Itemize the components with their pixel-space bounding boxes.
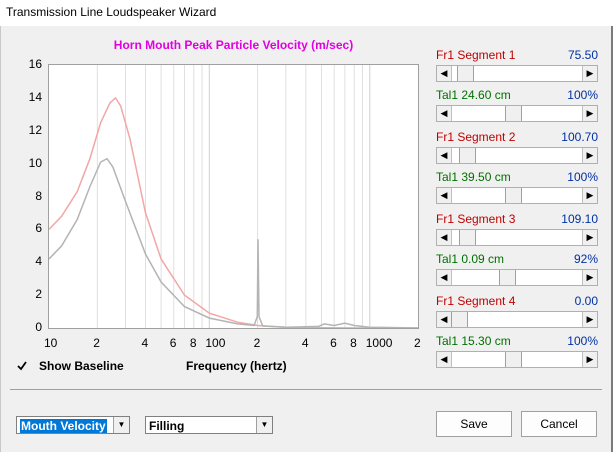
scroll-left-icon[interactable]: ◀: [437, 352, 452, 367]
segment-4-frequency-slider[interactable]: ◀ ▶: [436, 311, 598, 328]
chart-title: Horn Mouth Peak Particle Velocity (m/sec…: [113, 38, 354, 52]
segment-2-length-value: 100%: [567, 170, 598, 184]
scroll-right-icon[interactable]: ▶: [582, 148, 597, 163]
scroll-right-icon[interactable]: ▶: [582, 352, 597, 367]
x-tick-label: 1000: [365, 336, 393, 350]
scroll-right-icon[interactable]: ▶: [582, 270, 597, 285]
slider-thumb[interactable]: [459, 230, 477, 245]
slider-thumb[interactable]: [459, 148, 477, 163]
y-tick-label: 8: [35, 188, 42, 203]
segment-4-frequency-label: Fr1 Segment 4: [436, 294, 516, 308]
y-tick-label: 6: [35, 221, 42, 236]
segment-2-frequency-slider[interactable]: ◀ ▶: [436, 147, 598, 164]
segment-3-length-label: Tal1 0.09 cm: [436, 252, 505, 266]
chevron-down-icon[interactable]: ▼: [113, 417, 129, 433]
segment-4-frequency-value: 0.00: [574, 294, 598, 308]
x-tick-label: 6: [330, 336, 337, 350]
mode-select-value: Filling: [149, 419, 185, 433]
segment-3-length-value: 92%: [573, 252, 598, 266]
save-button[interactable]: Save: [436, 411, 512, 437]
x-tick-label: 2: [93, 336, 100, 350]
segment-2-frequency-label: Fr1 Segment 2: [436, 130, 516, 144]
slider-thumb[interactable]: [505, 106, 523, 121]
window-title: Transmission Line Loudspeaker Wizard: [6, 5, 217, 19]
x-axis-label: Frequency (hertz): [186, 359, 287, 373]
separator: [10, 389, 602, 390]
segment-3-frequency-label: Fr1 Segment 3: [436, 212, 516, 226]
segment-4-length-label: Tal1 15.30 cm: [436, 334, 511, 348]
x-tick-label: 8: [189, 336, 197, 350]
slider-thumb[interactable]: [499, 270, 517, 285]
scroll-left-icon[interactable]: ◀: [437, 148, 452, 163]
segment-1-frequency-value: 75.50: [567, 48, 598, 62]
y-tick-label: 10: [28, 155, 42, 170]
y-tick-label: 4: [35, 254, 42, 269]
scroll-right-icon[interactable]: ▶: [582, 230, 597, 245]
scroll-left-icon[interactable]: ◀: [437, 312, 452, 327]
x-tick-label: 8: [350, 336, 357, 350]
scroll-left-icon[interactable]: ◀: [437, 66, 452, 81]
segment-3-frequency-value: 109.10: [561, 212, 598, 226]
segment-3-frequency-slider[interactable]: ◀ ▶: [436, 229, 598, 246]
chevron-down-icon[interactable]: ▼: [256, 417, 272, 433]
scroll-right-icon[interactable]: ▶: [582, 106, 597, 121]
show-baseline-label: Show Baseline: [39, 359, 124, 373]
scroll-right-icon[interactable]: ▶: [582, 312, 597, 327]
view-select-value: Mouth Velocity: [20, 419, 107, 433]
view-select[interactable]: Mouth Velocity ▼: [16, 416, 130, 434]
scroll-left-icon[interactable]: ◀: [437, 188, 452, 203]
x-tick-label: 6: [169, 336, 177, 350]
segment-1-length-value: 100%: [567, 88, 598, 102]
y-tick-label: 0: [35, 320, 42, 334]
slider-thumb[interactable]: [451, 312, 468, 327]
segment-2-length-slider[interactable]: ◀ ▶: [436, 187, 598, 204]
series-line-1: [48, 157, 419, 329]
chart-plot-area: [48, 64, 419, 329]
velocity-chart: [48, 65, 419, 329]
title-bar: Transmission Line Loudspeaker Wizard: [0, 0, 613, 26]
scroll-left-icon[interactable]: ◀: [437, 106, 452, 121]
x-tick-label: 2: [253, 336, 261, 350]
segment-2-frequency-value: 100.70: [561, 130, 598, 144]
mode-select[interactable]: Filling ▼: [145, 416, 273, 434]
slider-thumb[interactable]: [456, 66, 474, 81]
y-tick-label: 12: [28, 122, 42, 137]
y-tick-label: 2: [35, 287, 42, 302]
cancel-button[interactable]: Cancel: [521, 411, 597, 437]
scroll-right-icon[interactable]: ▶: [582, 188, 597, 203]
window-right-edge: [611, 0, 613, 452]
window-left-edge: [0, 0, 1, 452]
y-tick-label: 14: [28, 89, 42, 104]
segment-4-length-value: 100%: [567, 334, 598, 348]
segment-1-frequency-slider[interactable]: ◀ ▶: [436, 65, 598, 82]
x-tick-label: 2: [414, 336, 421, 350]
segment-2-length-label: Tal1 39.50 cm: [436, 170, 511, 184]
x-tick-label: 100: [205, 336, 226, 350]
segment-1-frequency-label: Fr1 Segment 1: [436, 48, 516, 62]
x-tick-label: 10: [44, 336, 58, 350]
show-baseline-checkbox[interactable]: [16, 360, 28, 372]
x-tick-label: 4: [301, 336, 309, 350]
segment-1-length-slider[interactable]: ◀ ▶: [436, 105, 598, 122]
slider-thumb[interactable]: [505, 188, 523, 203]
scroll-left-icon[interactable]: ◀: [437, 230, 452, 245]
slider-thumb[interactable]: [505, 352, 523, 367]
segment-1-length-label: Tal1 24.60 cm: [436, 88, 511, 102]
y-tick-label: 16: [28, 57, 42, 71]
scroll-right-icon[interactable]: ▶: [582, 66, 597, 81]
x-tick-label: 4: [141, 336, 149, 350]
segment-3-length-slider[interactable]: ◀ ▶: [436, 269, 598, 286]
segment-4-length-slider[interactable]: ◀ ▶: [436, 351, 598, 368]
scroll-left-icon[interactable]: ◀: [437, 270, 452, 285]
